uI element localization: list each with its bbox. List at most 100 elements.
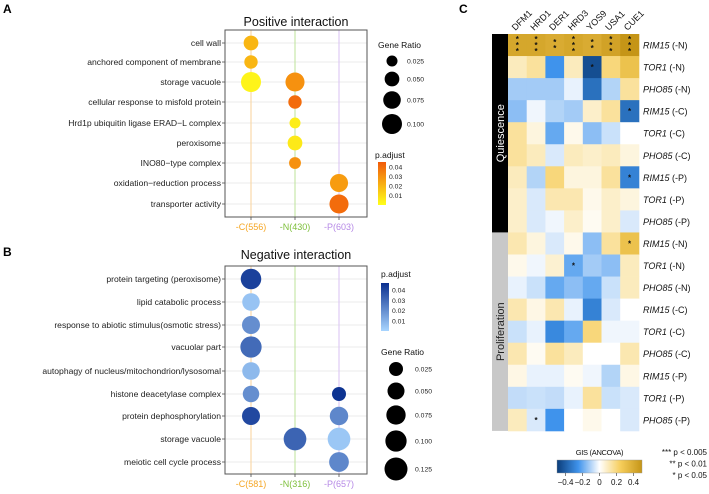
dot-point	[242, 316, 260, 334]
heatmap-cell	[545, 78, 565, 101]
term-label: meiotic cell cycle process	[124, 457, 221, 467]
size-legend-circle	[383, 91, 401, 109]
significance-legend: *** p < 0.005	[662, 448, 708, 457]
row-label: TOR1 (-P)	[643, 393, 684, 403]
term-label: Hrd1p ubiquitin ligase ERAD−L complex	[68, 118, 221, 128]
dot-point	[329, 452, 349, 472]
heatmap-cell	[526, 254, 546, 277]
star: *	[534, 35, 538, 44]
significance-star: *	[628, 239, 632, 248]
heatmap-cell	[508, 364, 528, 388]
negative-interaction-dotplot: Negative interaction protein targeting (p…	[42, 248, 432, 489]
heatmap-cell	[545, 320, 565, 344]
heatmap-cell	[545, 144, 565, 167]
color-legend-label: 0.01	[389, 193, 402, 200]
size-legend-label: 0.100	[407, 122, 424, 129]
dot-point	[329, 173, 349, 193]
dot-point	[242, 362, 260, 380]
heatmap-cell	[620, 298, 640, 322]
heatmap-cell	[508, 188, 528, 211]
star: *	[609, 35, 613, 44]
heatmap-cell	[545, 276, 565, 299]
heatmap-cell	[582, 56, 602, 79]
heatmap-cell	[508, 254, 528, 277]
star: *	[591, 63, 595, 72]
heatmap-cell	[564, 210, 584, 233]
colorbar-title: GIS (ANCOVA)	[576, 448, 624, 457]
term-label: storage vacuole	[160, 434, 221, 444]
heatmap-cell	[545, 166, 565, 189]
dot-point	[241, 72, 261, 92]
heatmap-cell	[582, 100, 602, 123]
star: *	[628, 41, 632, 50]
column-label: -C(581)	[236, 479, 267, 489]
row-label: PHO85 (-C)	[643, 349, 691, 359]
heatmap-cell	[582, 78, 602, 101]
gene-name: RIM15	[643, 41, 671, 51]
column-label: DER1	[547, 8, 571, 32]
row-label: TOR1 (-C)	[643, 327, 685, 337]
size-legend-title: Gene Ratio	[381, 347, 424, 357]
gene-name: RIM15	[643, 173, 671, 183]
row-label: TOR1 (-C)	[643, 129, 685, 139]
row-label: RIM15 (-N)	[643, 41, 688, 51]
heatmap-cell	[601, 166, 621, 189]
condition: (-N)	[667, 261, 685, 271]
heatmap-cell	[601, 56, 621, 79]
plot-border	[224, 29, 368, 218]
heatmap-cell	[564, 254, 584, 277]
gene-name: TOR1	[643, 261, 667, 271]
heatmap-cell	[601, 34, 621, 57]
heatmap-cell	[620, 166, 640, 189]
heatmap-cell	[526, 408, 546, 432]
heatmap-cell	[545, 232, 565, 255]
heatmap-cell	[526, 122, 546, 145]
dot-point	[285, 72, 305, 92]
row-label: PHO85 (-N)	[643, 283, 691, 293]
heatmap-cell	[620, 100, 640, 123]
dot-point	[287, 135, 303, 151]
panel-label-b: B	[3, 245, 12, 259]
gene-name: RIM15	[643, 305, 671, 315]
colorbar-tick-label: 0.4	[628, 478, 640, 487]
row-label: RIM15 (-P)	[643, 371, 687, 381]
heatmap-cell	[508, 210, 528, 233]
group-label: Quiescence	[495, 104, 507, 162]
heatmap-cell	[508, 144, 528, 167]
star: *	[516, 41, 520, 50]
heatmap-cell	[564, 144, 584, 167]
size-legend-circle	[386, 405, 406, 425]
star: *	[591, 44, 595, 53]
significance-star: * * *	[534, 35, 538, 56]
group-bar	[492, 34, 508, 233]
dot-point	[289, 157, 301, 169]
heatmap-cell	[545, 386, 565, 410]
heatmap-cell	[601, 210, 621, 233]
heatmap-cell	[508, 408, 528, 432]
heatmap-cell	[545, 408, 565, 432]
heatmap-cell	[508, 56, 528, 79]
heatmap-cell	[526, 100, 546, 123]
condition: (-C)	[673, 151, 691, 161]
heatmap-cell	[620, 210, 640, 233]
gene-name: RIM15	[643, 107, 671, 117]
dot-point	[288, 95, 302, 109]
dot-point	[242, 293, 260, 311]
colorbar-tick-label: 0	[597, 478, 602, 487]
term-label: peroxisome	[177, 138, 222, 148]
heatmap-cell	[620, 364, 640, 388]
condition: (-C)	[667, 327, 685, 337]
color-legend-label: 0.01	[392, 318, 405, 325]
condition: (-C)	[670, 107, 688, 117]
heatmap-cell	[564, 298, 584, 322]
term-label: oxidation−reduction process	[114, 178, 221, 188]
heatmap-cell	[564, 100, 584, 123]
heatmap-cell	[526, 232, 546, 255]
gene-name: PHO85	[643, 349, 674, 359]
column-label: -N(316)	[280, 479, 311, 489]
heatmap-cell	[545, 342, 565, 366]
significance-star: *	[591, 63, 595, 72]
star: *	[534, 47, 538, 56]
panel-label-c: C	[459, 2, 468, 16]
